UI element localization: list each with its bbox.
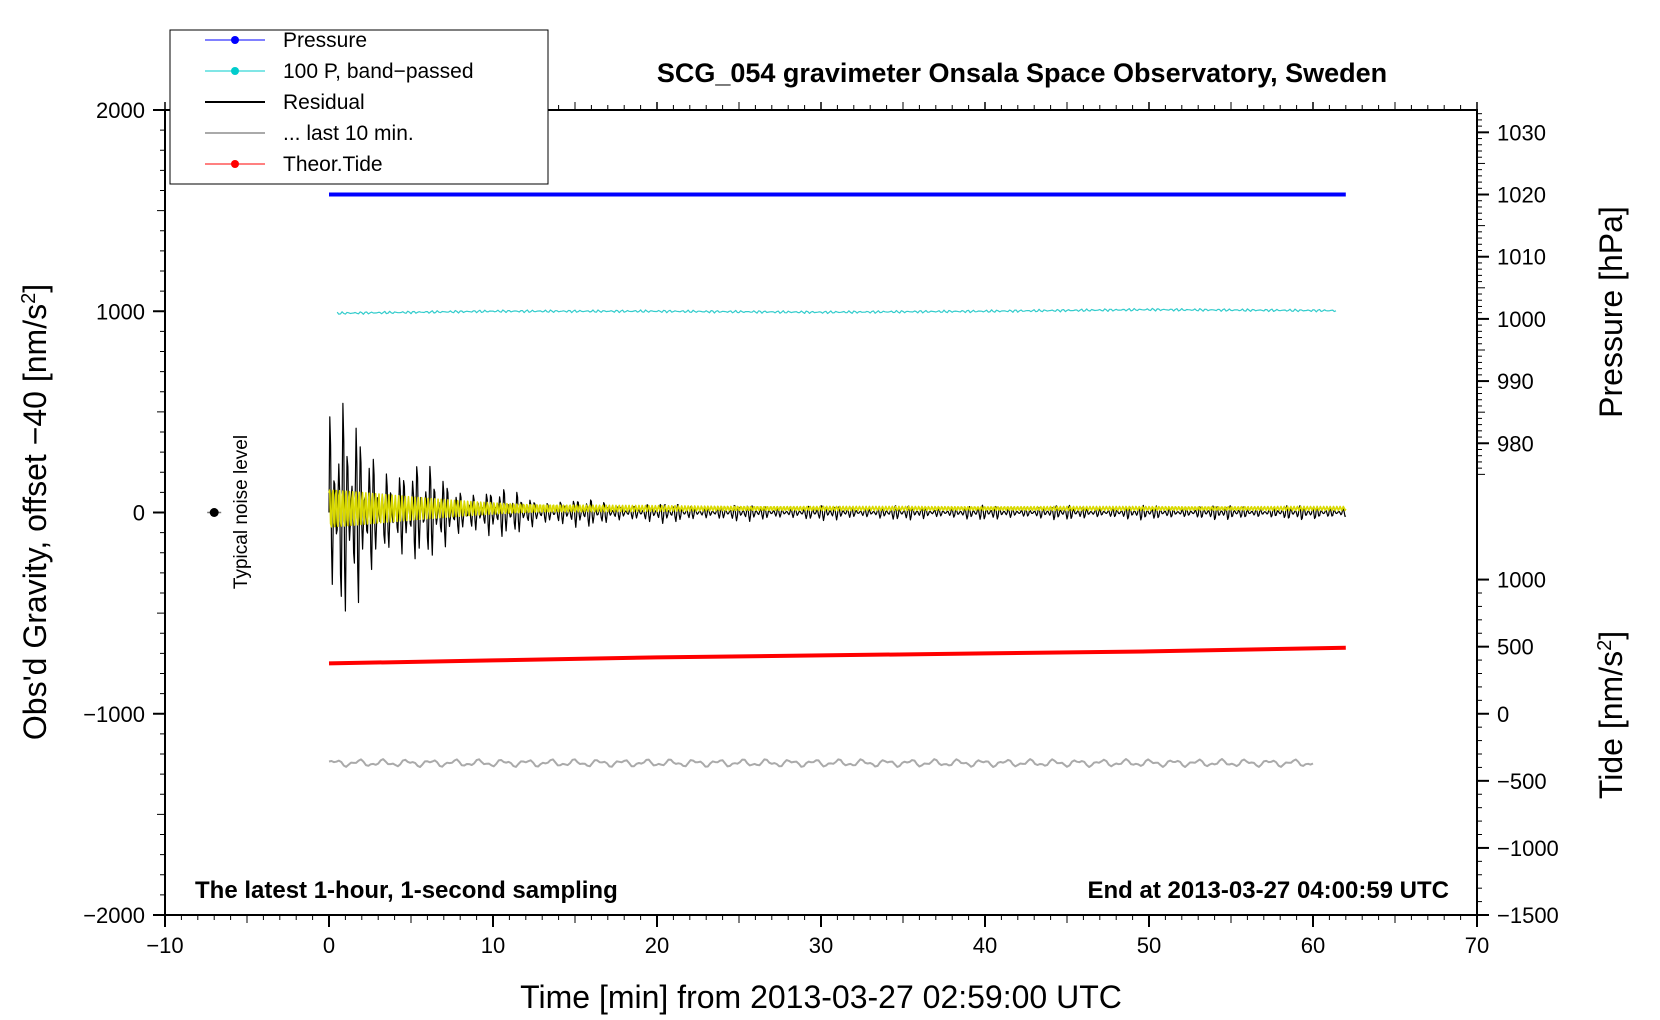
x-tick-label-0: −10 xyxy=(146,933,183,958)
legend-label-3: ... last 10 min. xyxy=(283,122,414,145)
tide-tick-label-2: −500 xyxy=(1497,769,1547,794)
x-tick-label-7: 60 xyxy=(1301,933,1325,958)
tide-tick-label-1: −1000 xyxy=(1497,836,1559,861)
noise-marker xyxy=(209,508,219,517)
legend-marker-4 xyxy=(231,160,239,168)
legend-label-2: Residual xyxy=(283,91,365,114)
x-tick-label-2: 10 xyxy=(481,933,505,958)
y-tick-label-4: 2000 xyxy=(96,98,145,123)
chart-title: SCG_054 gravimeter Onsala Space Observat… xyxy=(657,58,1387,88)
series-residual-filtered xyxy=(328,489,1347,528)
series-layer xyxy=(328,192,1347,768)
legend-label-0: Pressure xyxy=(283,29,367,52)
pressure-tick-label-0: 980 xyxy=(1497,431,1534,456)
noise-indicator: Typical noise level xyxy=(207,435,252,589)
legend-label-1: 100 P, band−passed xyxy=(283,60,474,83)
pressure-axis-title: Pressure [hPa] xyxy=(1593,206,1629,418)
x-tick-label-5: 40 xyxy=(973,933,997,958)
pressure-tick-label-4: 1020 xyxy=(1497,183,1546,208)
legend-marker-0 xyxy=(231,36,239,44)
y-tick-label-2: 0 xyxy=(133,501,145,526)
ticks-layer: −10 0 10 20 30 40 50 60 70−2000−1000010002000980… xyxy=(83,98,1559,958)
x-tick-label-1: 0 xyxy=(323,933,335,958)
tide-tick-label-4: 500 xyxy=(1497,635,1534,660)
y-tick-label-1: −1000 xyxy=(83,702,145,727)
series-band-passed xyxy=(336,307,1337,315)
tide-tick-label-3: 0 xyxy=(1497,702,1509,727)
x-axis-title: Time [min] from 2013-03-27 02:59:00 UTC xyxy=(520,979,1122,1015)
x-tick-label-3: 20 xyxy=(645,933,669,958)
y-axis-title-left: Obs'd Gravity, offset −40 [nm/s2] xyxy=(17,284,53,740)
legend-label-4: Theor.Tide xyxy=(283,153,383,176)
legend-marker-1 xyxy=(231,67,239,75)
pressure-tick-label-5: 1030 xyxy=(1497,120,1546,145)
tide-tick-label-0: −1500 xyxy=(1497,903,1559,928)
sampling-note: The latest 1-hour, 1-second sampling xyxy=(195,877,618,904)
y-tick-label-0: −2000 xyxy=(83,903,145,928)
x-tick-label-8: 70 xyxy=(1465,933,1489,958)
tide-axis-title: Tide [nm/s2] xyxy=(1593,631,1629,799)
legend-box xyxy=(169,29,549,185)
series-theor-tide xyxy=(328,645,1346,666)
pressure-tick-label-1: 990 xyxy=(1497,369,1534,394)
pressure-tick-label-3: 1010 xyxy=(1497,245,1546,270)
pressure-tick-label-2: 1000 xyxy=(1497,307,1546,332)
noise-label: Typical noise level xyxy=(231,435,252,589)
series-last-10-min xyxy=(328,758,1314,768)
legend: Pressure 100 P, band−passed Residual ... la… xyxy=(169,29,549,185)
x-tick-label-6: 50 xyxy=(1137,933,1161,958)
x-tick-label-4: 30 xyxy=(809,933,833,958)
y-axis-title-left-sup: 2 xyxy=(18,293,40,304)
end-time-note: End at 2013-03-27 04:00:59 UTC xyxy=(1088,877,1450,904)
tide-axis-title-sup: 2 xyxy=(1594,640,1616,651)
tide-tick-label-5: 1000 xyxy=(1497,568,1546,593)
y-tick-label-3: 1000 xyxy=(96,299,145,324)
